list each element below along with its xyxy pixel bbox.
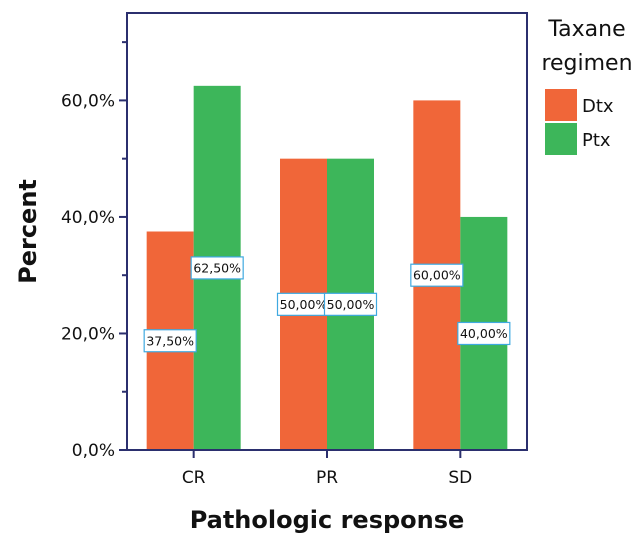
- legend-label: Ptx: [582, 130, 611, 151]
- y-tick-label: 0,0%: [72, 441, 115, 461]
- svg-text:37,50%: 37,50%: [146, 333, 194, 348]
- data-label-dtx-cr: 37,50%: [143, 329, 197, 353]
- legend: Taxane regimen Dtx Ptx: [541, 17, 633, 155]
- svg-text:50,00%: 50,00%: [280, 297, 328, 312]
- y-tick-label: 20,0%: [61, 324, 115, 344]
- legend-item-ptx: Ptx: [545, 123, 611, 155]
- data-labels-layer: 37,50% 62,50% 50,00% 50,00% 60,00% 40,00%: [143, 256, 511, 353]
- data-label-ptx-pr: 50,00%: [323, 292, 378, 316]
- y-tick-label: 60,0%: [61, 91, 115, 111]
- y-axis-title: Percent: [14, 179, 42, 284]
- legend-title-line-1: Taxane: [547, 17, 625, 42]
- svg-text:62,50%: 62,50%: [193, 260, 241, 275]
- legend-swatch: [545, 89, 577, 121]
- legend-swatch: [545, 123, 577, 155]
- x-tick-label: SD: [448, 468, 472, 488]
- x-axis: CR PR SD: [182, 450, 472, 488]
- x-axis-title: Pathologic response: [190, 506, 465, 533]
- svg-text:60,00%: 60,00%: [413, 268, 461, 283]
- svg-text:40,00%: 40,00%: [460, 326, 508, 341]
- x-tick-label: CR: [182, 468, 206, 488]
- legend-item-dtx: Dtx: [545, 89, 614, 121]
- svg-text:50,00%: 50,00%: [327, 297, 375, 312]
- data-label-dtx-sd: 60,00%: [410, 263, 464, 287]
- x-tick-label: PR: [316, 468, 338, 488]
- legend-label: Dtx: [582, 96, 614, 117]
- y-tick-label: 40,0%: [61, 208, 115, 228]
- y-axis: 0,0% 20,0% 40,0% 60,0%: [61, 41, 127, 461]
- data-label-ptx-sd: 40,00%: [457, 321, 511, 346]
- legend-title-line-2: regimen: [541, 51, 632, 76]
- data-label-dtx-pr: 50,00%: [276, 292, 331, 316]
- data-label-ptx-cr: 62,50%: [190, 256, 244, 280]
